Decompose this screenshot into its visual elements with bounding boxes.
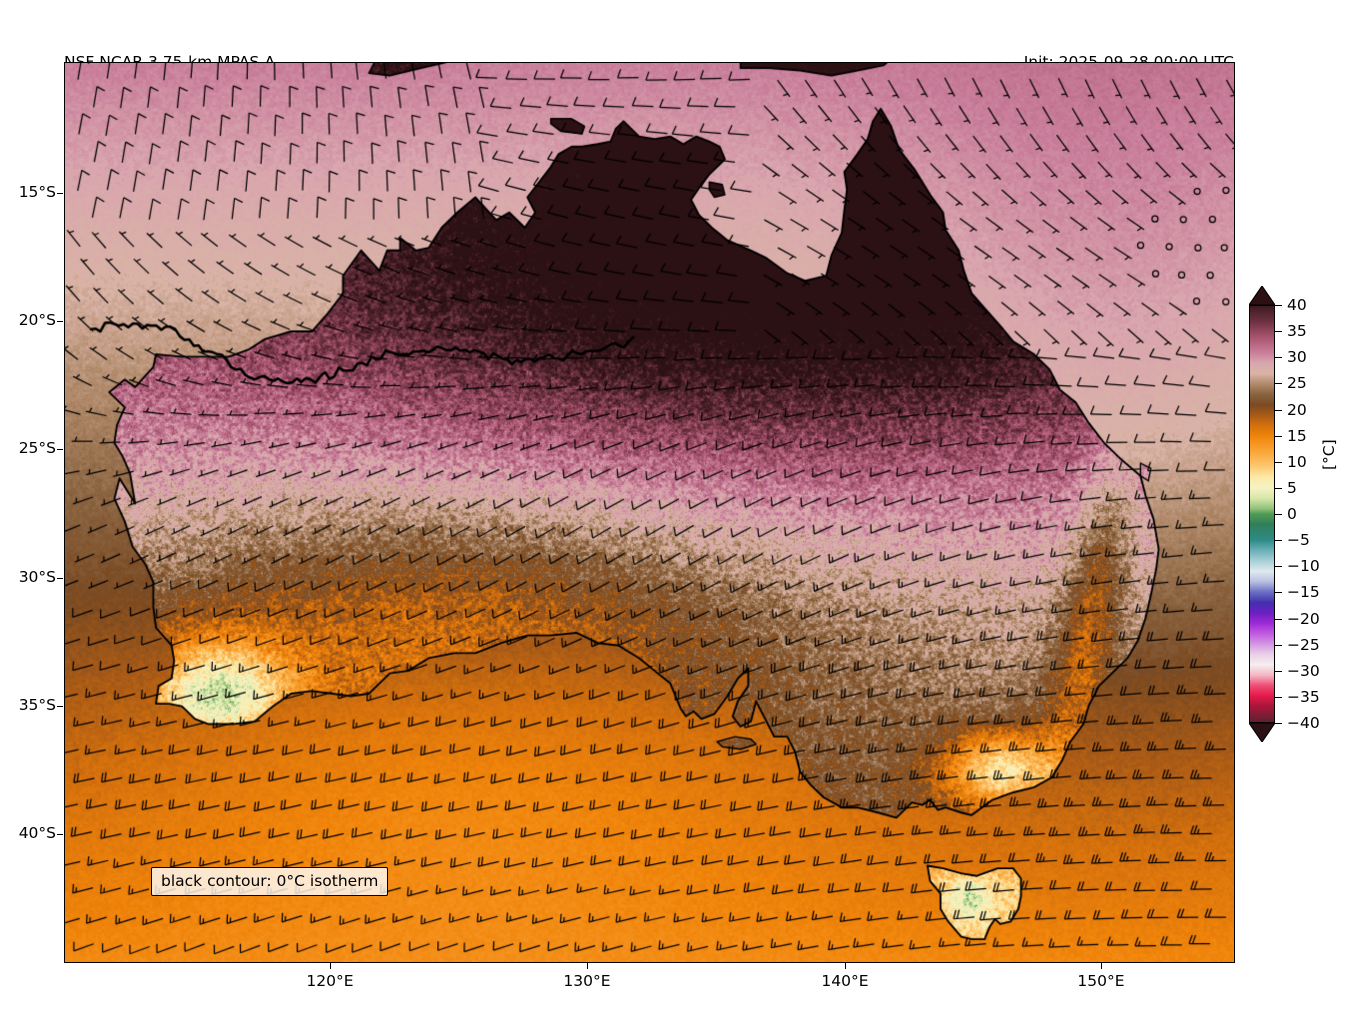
colorbar-tick-mark (1275, 696, 1282, 698)
colorbar-gradient (1250, 306, 1274, 722)
colorbar-tick-label: −20 (1287, 609, 1320, 628)
lon-tick-mark (845, 963, 846, 969)
colorbar-tick-label: −10 (1287, 557, 1320, 576)
lon-tick-mark (587, 963, 588, 969)
colorbar-tick-mark (1275, 618, 1282, 620)
colorbar-tick-mark (1275, 592, 1282, 594)
colorbar-tick-label: 40 (1287, 296, 1307, 314)
colorbar[interactable]: 40 35 30 25 20 15 10 5 0 −5 −10 −15 −20 −25 −30 −35 −40 (1249, 286, 1320, 742)
colorbar-extend-max-arrow (1249, 286, 1275, 305)
colorbar-tick-mark (1275, 409, 1282, 411)
colorbar-tick-mark (1275, 305, 1282, 306)
lat-tick-mark (57, 834, 63, 835)
colorbar-tick-mark (1275, 723, 1282, 724)
colorbar-tick-mark (1275, 487, 1282, 489)
colorbar-tick-label: 0 (1287, 505, 1297, 523)
colorbar-tick-mark (1275, 435, 1282, 437)
colorbar-tick-label: 35 (1287, 322, 1307, 341)
colorbar-extend-min-arrow (1249, 723, 1275, 742)
colorbar-tick-label: −15 (1287, 583, 1320, 602)
lon-tick-mark (1101, 963, 1102, 969)
colorbar-tick-label: 15 (1287, 426, 1307, 445)
colorbar-gradient-body (1249, 305, 1275, 723)
colorbar-tick-label: 20 (1287, 400, 1307, 419)
lon-tick-label: 140°E (821, 972, 869, 990)
lon-tick-mark (330, 963, 331, 969)
lat-tick-label: 25°S (18, 439, 56, 457)
lat-tick-mark (57, 706, 63, 707)
lat-tick-label: 30°S (18, 568, 56, 586)
temperature-field-canvas (65, 63, 1234, 962)
colorbar-tick-mark (1275, 566, 1282, 568)
lat-tick-mark (57, 321, 63, 322)
colorbar-tick-mark (1275, 514, 1282, 515)
lat-tick-mark (57, 449, 63, 450)
isotherm-annotation-box: black contour: 0°C isotherm (151, 867, 389, 896)
colorbar-tick-mark (1275, 383, 1282, 385)
colorbar-tick-label: 30 (1287, 348, 1307, 367)
colorbar-tick-mark (1275, 331, 1282, 333)
lat-tick-label: 20°S (18, 311, 56, 329)
colorbar-tick-mark (1275, 461, 1282, 463)
lat-tick-label: 35°S (18, 696, 56, 714)
map-plot-area[interactable]: black contour: 0°C isotherm (64, 62, 1235, 963)
colorbar-tick-label: −40 (1287, 714, 1320, 732)
lon-tick-label: 130°E (563, 972, 611, 990)
lat-tick-mark (57, 193, 63, 194)
colorbar-tick-mark (1275, 644, 1282, 646)
lat-tick-mark (57, 578, 63, 579)
colorbar-tick-mark (1275, 357, 1282, 359)
colorbar-tick-label: −25 (1287, 635, 1320, 654)
colorbar-tick-mark (1275, 670, 1282, 672)
colorbar-tick-label: 25 (1287, 374, 1307, 393)
colorbar-tick-mark (1275, 540, 1282, 542)
lon-tick-label: 150°E (1077, 972, 1125, 990)
isotherm-annotation-text: black contour: 0°C isotherm (161, 872, 379, 890)
lat-tick-label: 15°S (18, 183, 56, 201)
lon-tick-label: 120°E (306, 972, 354, 990)
colorbar-tick-label: −5 (1287, 531, 1310, 550)
colorbar-unit-label: [°C] (1320, 439, 1338, 470)
lat-tick-label: 40°S (18, 824, 56, 842)
colorbar-tick-label: −35 (1287, 687, 1320, 706)
colorbar-tick-label: −30 (1287, 661, 1320, 680)
colorbar-tick-label: 10 (1287, 452, 1307, 471)
colorbar-tick-label: 5 (1287, 478, 1297, 497)
